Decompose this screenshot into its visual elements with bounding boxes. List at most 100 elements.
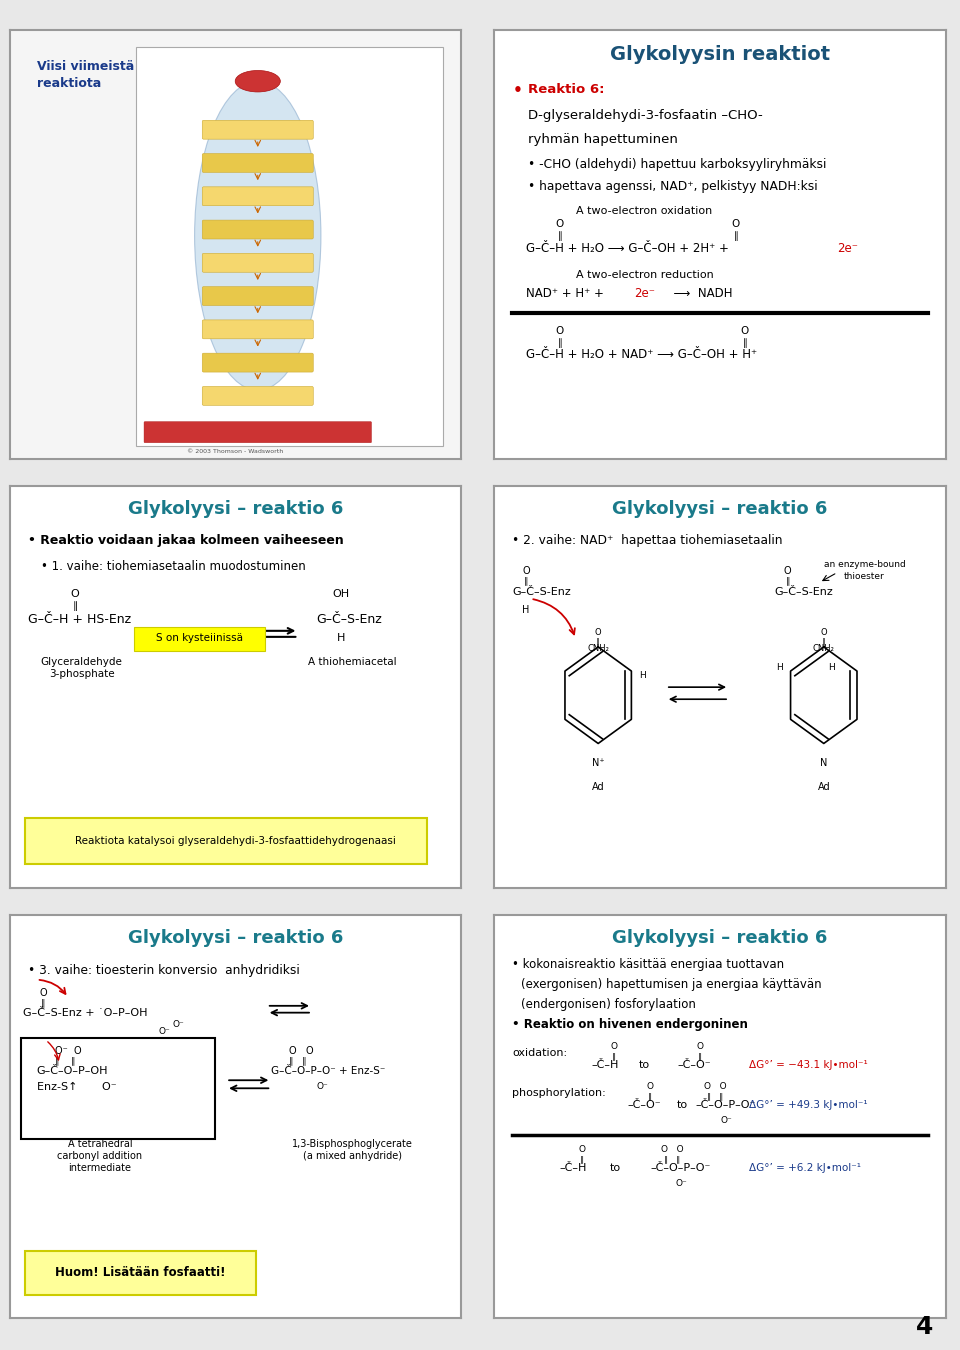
Text: ryhmän hapettuminen: ryhmän hapettuminen [528, 132, 678, 146]
FancyBboxPatch shape [144, 421, 372, 443]
Text: O   O: O O [289, 1046, 314, 1056]
Text: ∥: ∥ [612, 1052, 616, 1060]
Text: O⁻  O: O⁻ O [55, 1046, 82, 1056]
Text: ∥: ∥ [558, 231, 563, 242]
Text: • hapettava agenssi, NAD⁺, pelkistyy NADH:ksi: • hapettava agenssi, NAD⁺, pelkistyy NAD… [528, 180, 818, 193]
Text: G–Č–O–P–O⁻ + Enz-S⁻: G–Č–O–P–O⁻ + Enz-S⁻ [272, 1066, 386, 1076]
Text: ∥: ∥ [580, 1154, 585, 1162]
Text: –Č–O–P–O⁻: –Č–O–P–O⁻ [650, 1162, 710, 1173]
Text: ∥: ∥ [785, 576, 790, 586]
FancyBboxPatch shape [25, 818, 427, 864]
Text: G–Č–S-Enz: G–Č–S-Enz [317, 613, 382, 625]
Text: Enz-S↑       O⁻: Enz-S↑ O⁻ [36, 1083, 116, 1092]
Text: Ad: Ad [818, 782, 830, 791]
Text: Reaktio 6:: Reaktio 6: [528, 84, 605, 96]
Text: H: H [522, 605, 530, 614]
Text: ∥: ∥ [41, 998, 46, 1007]
Text: ∥: ∥ [648, 1092, 652, 1100]
Text: H: H [337, 633, 346, 643]
Text: D-glyseraldehydi-3-fosfaatin –CHO-: D-glyseraldehydi-3-fosfaatin –CHO- [528, 109, 763, 122]
Text: • 3. vaihe: tioesterin konversio  anhydridiksi: • 3. vaihe: tioesterin konversio anhydri… [28, 964, 300, 976]
Text: CNH₂: CNH₂ [588, 644, 609, 653]
Text: ∥: ∥ [698, 1052, 702, 1060]
Text: O⁻: O⁻ [173, 1019, 184, 1029]
Ellipse shape [235, 70, 280, 92]
Text: O   O: O O [705, 1083, 727, 1091]
Text: A tetrahedral
carbonyl addition
intermediate: A tetrahedral carbonyl addition intermed… [58, 1138, 142, 1173]
Text: O: O [39, 988, 47, 998]
Text: (endergonisen) fosforylaation: (endergonisen) fosforylaation [521, 998, 696, 1011]
Text: G–Č–S-Enz: G–Č–S-Enz [774, 587, 833, 597]
Text: Huom! Lisätään fosfaatti!: Huom! Lisätään fosfaatti! [55, 1266, 226, 1278]
Text: Glyceraldehyde
3-phosphate: Glyceraldehyde 3-phosphate [41, 657, 123, 679]
Text: Reaktiota katalysoi glyseraldehydi-3-fosfaattidehydrogenaasi: Reaktiota katalysoi glyseraldehydi-3-fos… [75, 836, 396, 846]
Text: oxidation:: oxidation: [513, 1048, 567, 1058]
Text: ∥   ∥: ∥ ∥ [664, 1154, 681, 1162]
Text: ΔG°’ = +6.2 kJ•mol⁻¹: ΔG°’ = +6.2 kJ•mol⁻¹ [750, 1162, 861, 1173]
Text: • Reaktio voidaan jakaa kolmeen vaiheeseen: • Reaktio voidaan jakaa kolmeen vaiheese… [28, 535, 344, 547]
FancyBboxPatch shape [203, 386, 313, 405]
Text: ∥: ∥ [558, 338, 563, 348]
Text: • -CHO (aldehydi) hapettuu karboksyyliryhmäksi: • -CHO (aldehydi) hapettuu karboksyyliry… [528, 158, 827, 171]
Text: H: H [828, 663, 835, 671]
Text: O: O [784, 567, 791, 576]
Text: G–Č–S-Enz: G–Č–S-Enz [513, 587, 571, 597]
Text: • Reaktio on hivenen endergoninen: • Reaktio on hivenen endergoninen [513, 1018, 749, 1031]
Text: • 1. vaihe: tiohemiasetaalin muodostuminen: • 1. vaihe: tiohemiasetaalin muodostumin… [41, 560, 306, 574]
Text: A two-electron oxidation: A two-electron oxidation [576, 205, 712, 216]
Text: 2e⁻: 2e⁻ [837, 242, 858, 255]
Text: S on kysteiinissä: S on kysteiinissä [156, 633, 243, 643]
Text: to: to [677, 1100, 688, 1110]
Text: an enzyme-bound
thioester: an enzyme-bound thioester [824, 560, 905, 580]
FancyBboxPatch shape [21, 1038, 215, 1138]
Text: O⁻: O⁻ [721, 1116, 732, 1126]
Text: –Č–O⁻: –Č–O⁻ [677, 1060, 710, 1071]
Text: G–Č–H + HS-Enz: G–Č–H + HS-Enz [28, 613, 131, 625]
FancyBboxPatch shape [136, 47, 443, 446]
Text: O⁻: O⁻ [676, 1179, 687, 1188]
Text: –Č–H: –Č–H [560, 1162, 588, 1173]
FancyBboxPatch shape [203, 254, 313, 273]
FancyBboxPatch shape [133, 626, 265, 651]
Text: NAD⁺ + H⁺ +: NAD⁺ + H⁺ + [526, 288, 608, 300]
Text: H: H [638, 671, 645, 679]
Text: O⁻: O⁻ [317, 1083, 328, 1091]
Text: ∥: ∥ [524, 576, 528, 586]
Text: Glykolyysi – reaktio 6: Glykolyysi – reaktio 6 [128, 929, 343, 948]
Text: Glykolyysi – reaktio 6: Glykolyysi – reaktio 6 [612, 929, 828, 948]
Text: ∥: ∥ [596, 636, 600, 645]
Text: Glykolyysi – reaktio 6: Glykolyysi – reaktio 6 [612, 500, 828, 518]
Text: • kokonaisreaktio käsittää energiaa tuottavan: • kokonaisreaktio käsittää energiaa tuot… [513, 957, 784, 971]
Polygon shape [565, 647, 632, 744]
Text: phosphorylation:: phosphorylation: [513, 1088, 606, 1099]
Text: N⁺: N⁺ [592, 757, 605, 768]
Text: O: O [821, 628, 828, 637]
Text: 4: 4 [916, 1315, 933, 1339]
Text: O: O [579, 1145, 586, 1154]
Text: G–Č–H + H₂O + NAD⁺ ⟶ G–Č–OH + H⁺: G–Č–H + H₂O + NAD⁺ ⟶ G–Č–OH + H⁺ [526, 348, 757, 362]
Text: A two-electron reduction: A two-electron reduction [576, 270, 713, 279]
Text: O: O [696, 1042, 703, 1052]
Text: O⁻: O⁻ [158, 1027, 170, 1037]
Ellipse shape [195, 81, 321, 390]
FancyBboxPatch shape [203, 120, 313, 139]
Text: O: O [556, 220, 564, 230]
Text: ΔG°’ = −43.1 kJ•mol⁻¹: ΔG°’ = −43.1 kJ•mol⁻¹ [750, 1060, 868, 1071]
FancyBboxPatch shape [203, 354, 313, 373]
Text: 2e⁻: 2e⁻ [635, 288, 656, 300]
Text: O   O: O O [661, 1145, 684, 1154]
Text: G–Č–H + H₂O ⟶ G–Č–OH + 2H⁺ +: G–Č–H + H₂O ⟶ G–Č–OH + 2H⁺ + [526, 242, 732, 255]
Text: A thiohemiacetal: A thiohemiacetal [308, 657, 396, 667]
Text: O: O [611, 1042, 617, 1052]
Text: –Č–O⁻: –Č–O⁻ [628, 1100, 661, 1110]
Text: ΔG°’ = +49.3 kJ•mol⁻¹: ΔG°’ = +49.3 kJ•mol⁻¹ [750, 1100, 868, 1110]
Text: O: O [71, 589, 80, 598]
Text: G–Č–S-Enz + ˙O–P–OH: G–Č–S-Enz + ˙O–P–OH [23, 1008, 148, 1018]
Text: Glykolyysin reaktiot: Glykolyysin reaktiot [610, 45, 830, 63]
Text: –Č–O–P–O⁻: –Č–O–P–O⁻ [695, 1100, 756, 1110]
Text: O: O [647, 1083, 654, 1091]
Text: O: O [741, 325, 749, 336]
Text: •: • [513, 84, 522, 99]
Text: O: O [732, 220, 740, 230]
Text: ∥   ∥: ∥ ∥ [289, 1056, 307, 1065]
